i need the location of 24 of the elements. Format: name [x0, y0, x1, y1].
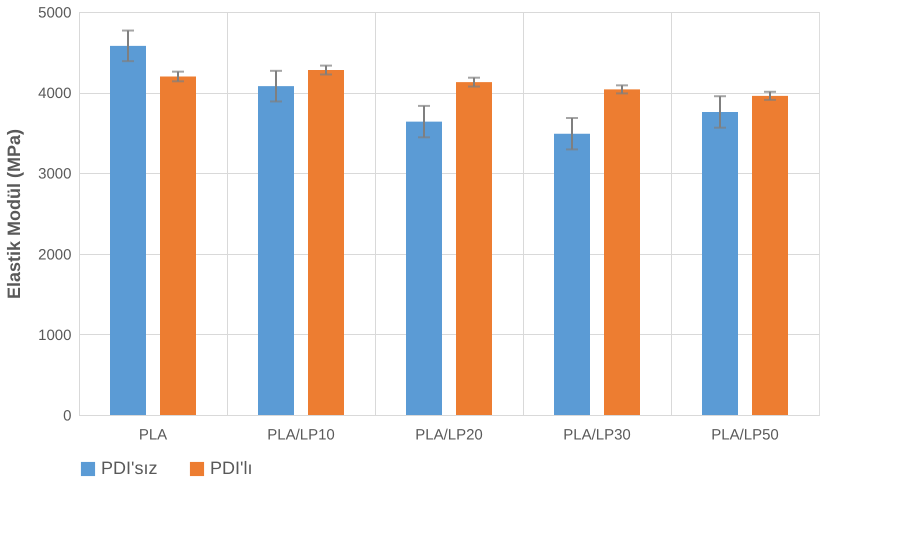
x-tick-label: PLA/LP50 — [711, 426, 779, 444]
bar — [110, 46, 146, 415]
y-tick-label: 1000 — [38, 326, 72, 344]
bar — [702, 112, 738, 415]
bar — [308, 70, 344, 415]
bar — [258, 86, 294, 415]
y-tick-label: 3000 — [38, 166, 72, 183]
bar — [604, 89, 640, 415]
bar — [160, 76, 196, 415]
bar — [406, 122, 442, 415]
legend-label: PDI'sız — [101, 458, 158, 478]
x-tick-label: PLA/LP10 — [267, 426, 335, 444]
x-tick-label: PLA/LP20 — [415, 426, 483, 444]
y-axis-title: Elastik Modül (MPa) — [4, 128, 24, 300]
bar — [752, 96, 788, 415]
y-tick-label: 0 — [63, 408, 72, 424]
bar — [554, 134, 590, 415]
x-tick-label: PLA/LP30 — [563, 426, 631, 444]
y-tick-label: 5000 — [38, 4, 72, 22]
bar — [456, 82, 492, 415]
legend-label: PDI'lı — [210, 458, 252, 478]
x-tick-label: PLA — [138, 426, 168, 444]
y-tick-label: 4000 — [38, 85, 72, 102]
y-tick-label: 2000 — [38, 246, 72, 264]
